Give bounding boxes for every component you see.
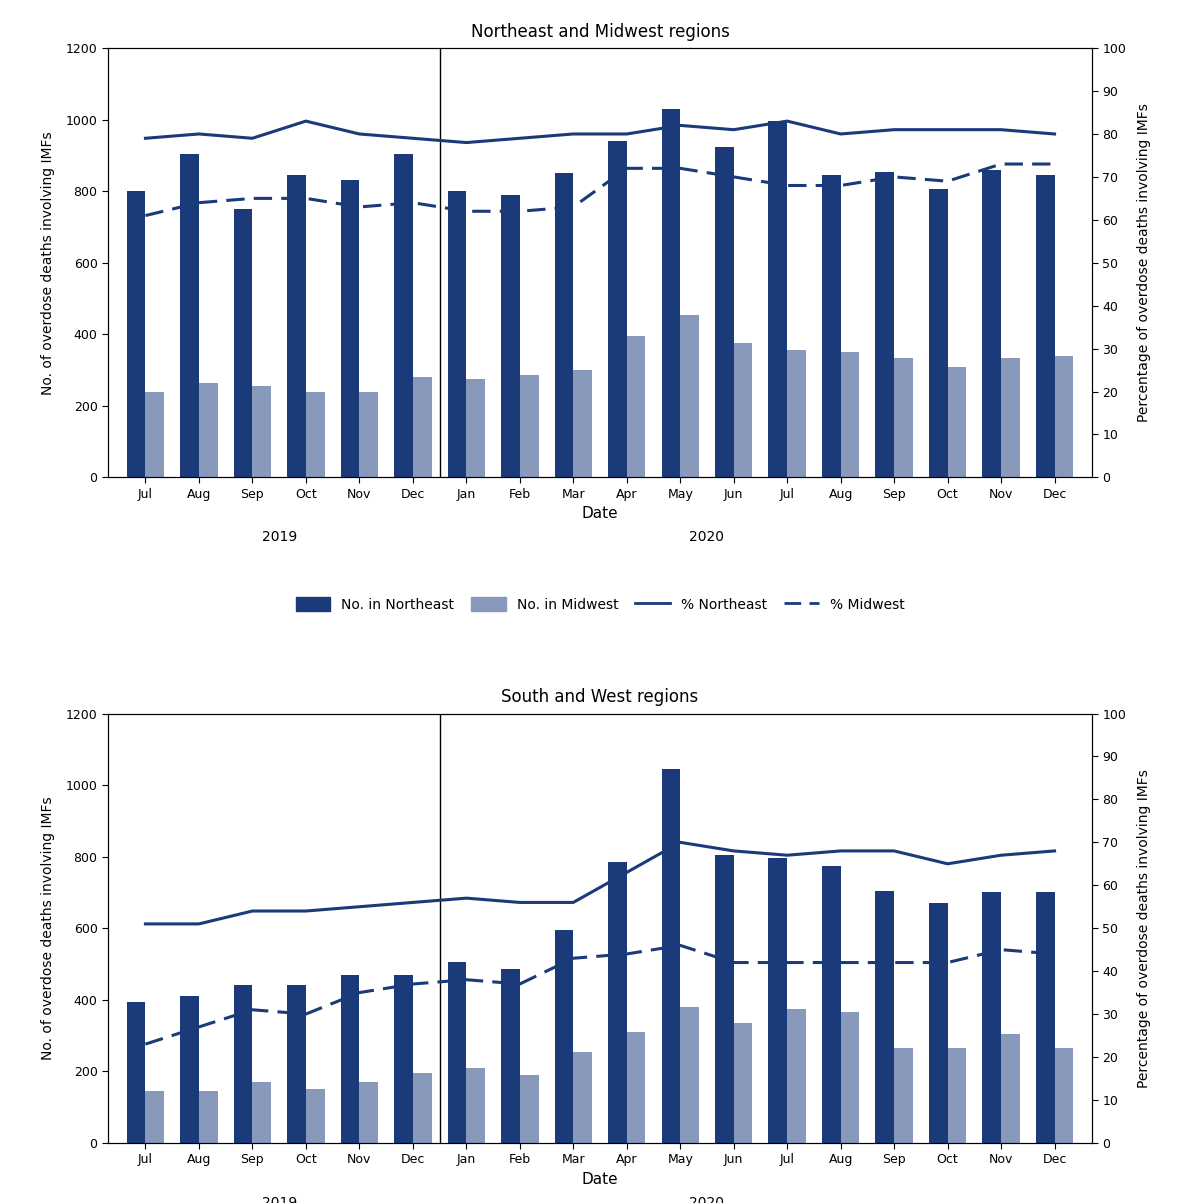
Bar (929, 189, 948, 478)
Bar (841, 1012, 859, 1143)
Bar (502, 970, 520, 1143)
Y-axis label: Percentage of overdose deaths involving IMFs: Percentage of overdose deaths involving … (1138, 103, 1152, 422)
X-axis label: Date: Date (582, 1172, 618, 1187)
Bar (822, 176, 841, 478)
Bar (287, 985, 306, 1143)
Bar (127, 191, 145, 478)
Bar (341, 180, 359, 478)
Bar (127, 1002, 145, 1143)
Bar (733, 343, 752, 478)
Bar (180, 154, 199, 478)
X-axis label: Date: Date (582, 506, 618, 521)
Bar (520, 375, 539, 478)
Legend: No. in Northeast, No. in Midwest, % Northeast, % Midwest: No. in Northeast, No. in Midwest, % Nort… (290, 592, 910, 617)
Bar (199, 1091, 217, 1143)
Bar (1036, 176, 1055, 478)
Text: 2019: 2019 (262, 531, 296, 544)
Bar (199, 383, 217, 478)
Bar (448, 962, 467, 1143)
Text: 2019: 2019 (262, 1196, 296, 1203)
Bar (1055, 1048, 1073, 1143)
Bar (1001, 1033, 1020, 1143)
Y-axis label: Percentage of overdose deaths involving IMFs: Percentage of overdose deaths involving … (1138, 769, 1152, 1088)
Bar (841, 352, 859, 478)
Bar (306, 391, 324, 478)
Bar (520, 1074, 539, 1143)
Bar (661, 109, 680, 478)
Y-axis label: No. of overdose deaths involving IMFs: No. of overdose deaths involving IMFs (41, 131, 54, 395)
Bar (234, 209, 252, 478)
Bar (306, 1089, 324, 1143)
Bar (287, 176, 306, 478)
Bar (715, 147, 733, 478)
Bar (715, 855, 733, 1143)
Bar (359, 391, 378, 478)
Bar (787, 1008, 806, 1143)
Bar (413, 378, 432, 478)
Bar (661, 769, 680, 1143)
Bar (413, 1073, 432, 1143)
Bar (929, 903, 948, 1143)
Bar (948, 367, 966, 478)
Bar (554, 173, 574, 478)
Bar (768, 859, 787, 1143)
Bar (787, 350, 806, 478)
Bar (768, 122, 787, 478)
Bar (502, 195, 520, 478)
Bar (234, 985, 252, 1143)
Bar (822, 866, 841, 1143)
Bar (574, 371, 592, 478)
Y-axis label: No. of overdose deaths involving IMFs: No. of overdose deaths involving IMFs (41, 796, 54, 1060)
Bar (394, 974, 413, 1143)
Bar (894, 1048, 913, 1143)
Bar (448, 191, 467, 478)
Text: 2020: 2020 (690, 531, 725, 544)
Bar (626, 1032, 646, 1143)
Bar (983, 170, 1001, 478)
Bar (554, 930, 574, 1143)
Bar (894, 357, 913, 478)
Bar (394, 154, 413, 478)
Bar (1055, 356, 1073, 478)
Bar (145, 391, 164, 478)
Bar (341, 974, 359, 1143)
Bar (252, 1081, 271, 1143)
Bar (680, 315, 698, 478)
Bar (1036, 893, 1055, 1143)
Bar (145, 1091, 164, 1143)
Bar (876, 172, 894, 478)
Bar (626, 336, 646, 478)
Title: Northeast and Midwest regions: Northeast and Midwest regions (470, 23, 730, 41)
Bar (252, 386, 271, 478)
Bar (574, 1051, 592, 1143)
Bar (180, 996, 199, 1143)
Bar (467, 1068, 485, 1143)
Title: South and West regions: South and West regions (502, 688, 698, 706)
Text: 2020: 2020 (690, 1196, 725, 1203)
Bar (608, 141, 626, 478)
Bar (983, 893, 1001, 1143)
Bar (467, 379, 485, 478)
Bar (359, 1081, 378, 1143)
Bar (733, 1023, 752, 1143)
Bar (608, 863, 626, 1143)
Bar (948, 1048, 966, 1143)
Bar (876, 890, 894, 1143)
Bar (680, 1007, 698, 1143)
Bar (1001, 357, 1020, 478)
